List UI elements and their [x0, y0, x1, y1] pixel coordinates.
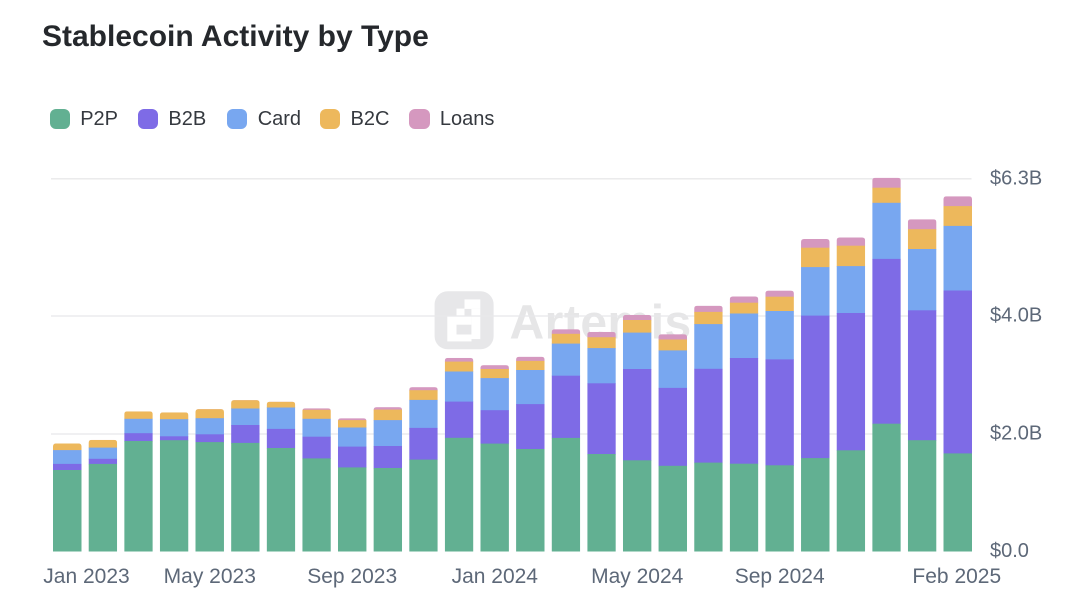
svg-text:$6.3B: $6.3B — [990, 168, 1042, 190]
svg-text:Feb 2025: Feb 2025 — [912, 565, 1001, 588]
svg-text:Sep 2024: Sep 2024 — [735, 565, 825, 588]
svg-text:May 2023: May 2023 — [164, 565, 256, 588]
svg-text:$2.0B: $2.0B — [990, 423, 1042, 445]
svg-text:$0.0: $0.0 — [990, 540, 1029, 562]
svg-text:Jan 2023: Jan 2023 — [43, 565, 129, 588]
svg-text:May 2024: May 2024 — [591, 565, 684, 588]
svg-text:Jan 2024: Jan 2024 — [452, 565, 539, 588]
svg-text:Sep 2023: Sep 2023 — [307, 565, 397, 588]
svg-text:$4.0B: $4.0B — [990, 305, 1042, 327]
